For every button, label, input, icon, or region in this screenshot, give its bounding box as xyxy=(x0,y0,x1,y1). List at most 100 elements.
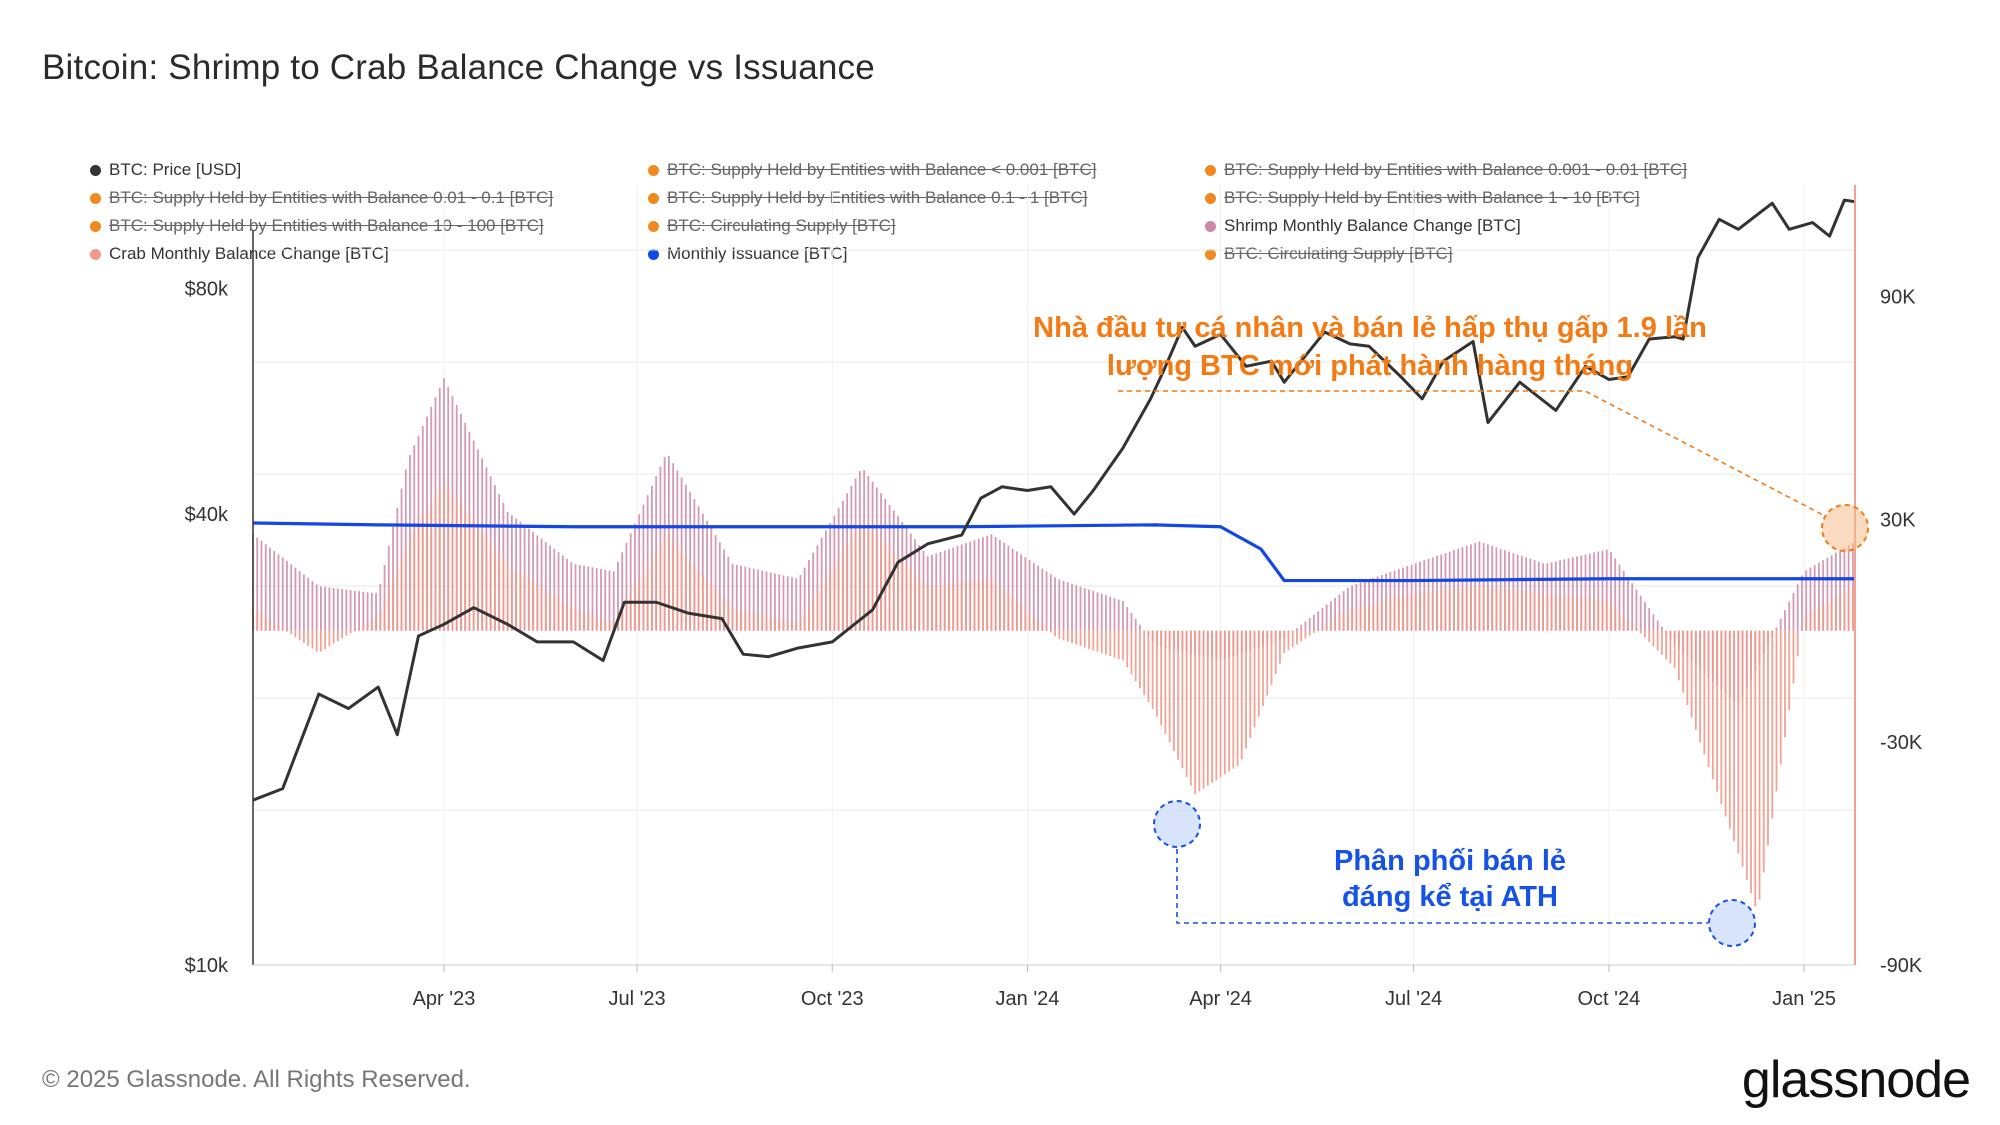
crab-bar xyxy=(905,564,908,631)
crab-bar xyxy=(1143,630,1146,696)
crab-bar xyxy=(1274,630,1277,675)
crab-bar xyxy=(443,482,445,631)
shrimp-bar xyxy=(646,495,649,631)
crab-bar xyxy=(1779,630,1782,765)
crab-bar xyxy=(1618,611,1621,631)
legend-item[interactable]: BTC: Supply Held by Entities with Balanc… xyxy=(90,188,553,208)
legend-item[interactable]: BTC: Price [USD] xyxy=(90,160,241,180)
crab-bar xyxy=(646,566,649,631)
crab-bar xyxy=(1559,595,1561,631)
crab-bar xyxy=(765,616,768,631)
shrimp-bar xyxy=(1041,568,1044,631)
crab-bar xyxy=(1304,630,1307,639)
legend-label: BTC: Supply Held by Entities with Balanc… xyxy=(667,188,1088,207)
crab-bar xyxy=(413,531,416,631)
crab-bar xyxy=(1223,630,1226,775)
crab-bar xyxy=(846,543,849,631)
legend-swatch xyxy=(648,220,659,232)
crab-bar xyxy=(943,584,946,631)
crab-bar xyxy=(634,587,636,631)
crab-bar xyxy=(1554,594,1557,631)
legend-item[interactable]: BTC: Circulating Supply [BTC] xyxy=(648,216,896,236)
legend-swatch xyxy=(1205,248,1216,260)
crab-bar xyxy=(1194,630,1197,795)
crab-bar xyxy=(994,582,997,631)
crab-bar xyxy=(1037,620,1039,631)
shrimp-bar xyxy=(1835,552,1837,631)
crab-bar xyxy=(455,498,458,631)
shrimp-bar xyxy=(1851,542,1854,631)
shrimp-bar xyxy=(765,571,768,631)
shrimp-bar xyxy=(319,586,322,631)
crab-bar xyxy=(752,613,755,631)
crab-bar xyxy=(858,522,861,631)
crab-bar xyxy=(557,598,560,631)
shrimp-bar xyxy=(1134,618,1137,631)
y-right-tick-label: -90K xyxy=(1880,955,1923,977)
shrimp-bar xyxy=(1015,551,1018,631)
shrimp-bar xyxy=(1813,565,1816,631)
legend-item[interactable]: BTC: Supply Held by Entities with Balanc… xyxy=(1205,188,1640,208)
shrimp-bar xyxy=(1809,567,1812,631)
crab-bar xyxy=(396,568,399,631)
shrimp-bar xyxy=(612,571,615,631)
shrimp-bar xyxy=(1308,618,1311,631)
crab-bar xyxy=(735,609,738,631)
crab-bar xyxy=(982,579,984,631)
crab-bar xyxy=(1096,630,1099,652)
y-right-tick-label: -30K xyxy=(1880,732,1923,754)
shrimp-bar xyxy=(1054,577,1056,631)
legend-item[interactable]: BTC: Supply Held by Entities with Balanc… xyxy=(648,188,1087,208)
shrimp-bar xyxy=(1321,607,1324,631)
legend-swatch xyxy=(90,220,101,232)
crab-bar xyxy=(540,586,543,631)
shrimp-bar xyxy=(1839,550,1842,631)
shrimp-bar xyxy=(536,535,539,631)
crab-bar xyxy=(1728,630,1731,829)
shrimp-bar xyxy=(634,523,636,631)
shrimp-bar xyxy=(1024,557,1027,631)
shrimp-bar xyxy=(1100,593,1103,631)
crab-bar xyxy=(1202,630,1205,789)
shrimp-bar xyxy=(1571,557,1574,631)
crab-bar xyxy=(1372,602,1375,631)
crab-bar xyxy=(684,555,687,631)
shrimp-bar xyxy=(269,547,271,631)
shrimp-bar xyxy=(1045,571,1048,631)
legend-item[interactable]: Shrimp Monthly Balance Change [BTC] xyxy=(1205,216,1521,236)
crab-bar xyxy=(1088,630,1090,649)
legend-item[interactable]: BTC: Supply Held by Entities with Balanc… xyxy=(1205,160,1687,180)
crab-bar xyxy=(1151,630,1154,709)
crab-bar xyxy=(1478,586,1481,631)
y-left-tick-label: $40k xyxy=(185,504,229,526)
shrimp-bar xyxy=(600,568,602,631)
legend-item[interactable]: BTC: Supply Held by Entities with Balanc… xyxy=(90,216,544,236)
shrimp-bar xyxy=(574,564,577,631)
crab-bar xyxy=(464,509,467,631)
crab-bar xyxy=(519,572,522,631)
crab-bar xyxy=(1257,630,1260,717)
shrimp-bar xyxy=(1779,618,1782,631)
crab-bar xyxy=(769,617,772,631)
shrimp-bar xyxy=(362,591,365,631)
crab-bar xyxy=(799,619,802,631)
shrimp-bar xyxy=(587,566,590,631)
legend-label: BTC: Supply Held by Entities with Balanc… xyxy=(1224,188,1640,207)
legend-item[interactable]: Monthly Issuance [BTC] xyxy=(648,244,847,264)
crab-bar xyxy=(510,566,513,631)
shrimp-bar xyxy=(1300,624,1303,631)
legend-item[interactable]: BTC: Circulating Supply [BTC] xyxy=(1205,244,1453,264)
crab-bar xyxy=(1015,601,1018,631)
shrimp-bar xyxy=(1775,627,1778,631)
shrimp-bar xyxy=(1792,592,1795,631)
crab-bar xyxy=(430,503,433,631)
legend-item[interactable]: BTC: Supply Held by Entities with Balanc… xyxy=(648,160,1096,180)
x-tick-label: Apr '23 xyxy=(413,988,476,1010)
crab-bar xyxy=(829,571,832,631)
crab-bar xyxy=(1355,606,1358,631)
shrimp-bar xyxy=(816,545,819,631)
crab-bar xyxy=(506,563,509,631)
crab-bar xyxy=(1801,629,1803,631)
crab-bar xyxy=(1147,630,1150,703)
legend-item[interactable]: Crab Monthly Balance Change [BTC] xyxy=(90,244,389,264)
